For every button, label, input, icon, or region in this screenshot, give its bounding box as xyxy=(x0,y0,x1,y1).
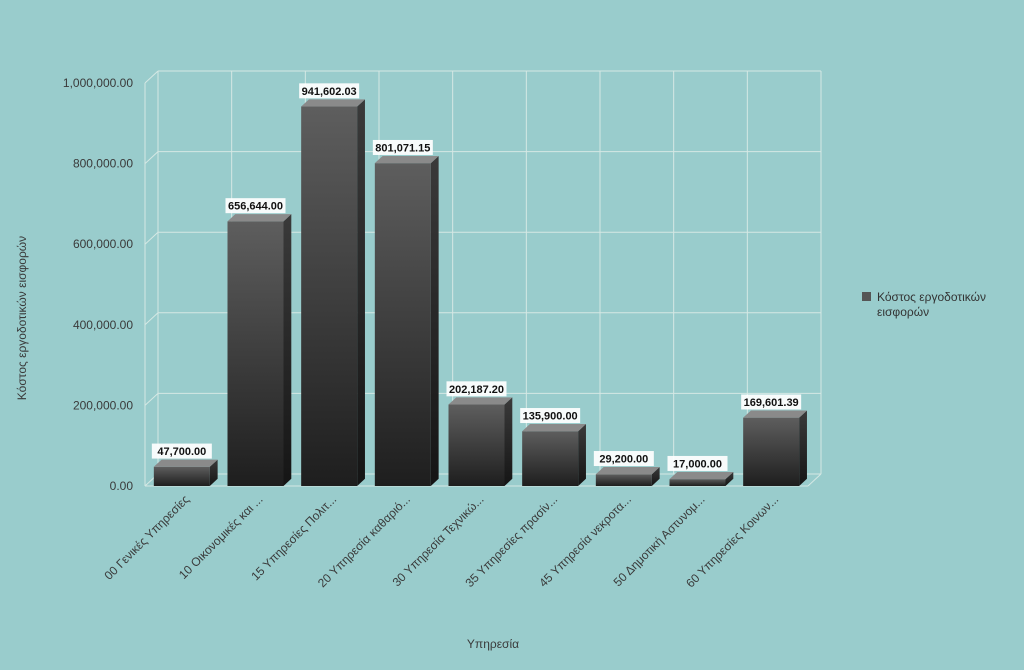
y-tick-label: 400,000.00 xyxy=(73,318,133,332)
data-label-box xyxy=(446,381,507,397)
y-tick-label: 0.00 xyxy=(110,479,134,493)
bars xyxy=(153,99,807,486)
bar-side xyxy=(725,471,734,486)
bar-front xyxy=(301,106,358,486)
data-label-box xyxy=(372,139,433,155)
bar-front xyxy=(743,417,800,486)
data-label-box xyxy=(225,198,286,214)
bar-side xyxy=(578,424,586,486)
data-label: 47,700.00 xyxy=(151,443,212,459)
bar-top xyxy=(669,471,734,480)
gridline-depth xyxy=(144,151,159,164)
gridline-depth xyxy=(144,231,159,245)
bar-top xyxy=(374,155,439,164)
data-label-box xyxy=(741,394,802,410)
bar-front xyxy=(374,163,431,486)
gridline-depth xyxy=(144,393,159,406)
data-label-box xyxy=(299,83,360,99)
data-label-text: 801,071.15 xyxy=(375,142,430,154)
data-label: 656,644.00 xyxy=(225,198,286,214)
bar xyxy=(522,424,586,486)
bar-side xyxy=(357,99,365,486)
data-label: 29,200.00 xyxy=(593,451,654,467)
data-labels: 47,700.00 656,644.00 941,602.03 801,071.15 2… xyxy=(151,83,802,471)
legend: Κόστος εργοδοτικών εισφορών xyxy=(862,290,986,319)
y-tick-label: 600,000.00 xyxy=(73,237,133,251)
bar-side xyxy=(651,467,660,486)
data-label-text: 29,200.00 xyxy=(599,454,648,466)
bar-front xyxy=(448,404,505,486)
data-label-text: 135,900.00 xyxy=(523,411,578,423)
bar-top xyxy=(743,410,807,418)
data-label: 17,000.00 xyxy=(667,455,728,471)
bar xyxy=(227,214,292,486)
legend-label-line-1: Κόστος εργοδοτικών xyxy=(877,290,986,304)
bar-side xyxy=(283,214,292,486)
data-label: 135,900.00 xyxy=(520,408,581,424)
bar-top xyxy=(522,424,586,432)
data-label-box xyxy=(151,443,212,459)
legend-label-line-2: εισφορών xyxy=(877,305,929,319)
bar-front xyxy=(227,221,284,486)
floor-edge xyxy=(807,473,822,487)
data-label-text: 202,187.20 xyxy=(449,384,504,396)
bar-side xyxy=(209,459,218,486)
data-label: 169,601.39 xyxy=(741,394,802,410)
data-label-text: 47,700.00 xyxy=(157,446,206,458)
gridline-depth xyxy=(144,312,159,326)
bar xyxy=(153,459,218,486)
data-label-text: 169,601.39 xyxy=(744,397,799,409)
y-axis-ticks: 0.00 200,000.00 400,000.00 600,000.00 800,00… xyxy=(63,76,133,493)
data-label-text: 17,000.00 xyxy=(673,458,722,470)
bar-side xyxy=(799,410,807,486)
bar-front xyxy=(522,431,579,486)
bar xyxy=(301,99,365,486)
bar xyxy=(669,471,734,486)
y-tick-label: 800,000.00 xyxy=(73,157,133,171)
y-tick-label: 200,000.00 xyxy=(73,398,133,412)
y-tick-label: 1,000,000.00 xyxy=(63,76,133,90)
data-label: 941,602.03 xyxy=(299,83,360,99)
bar xyxy=(448,397,513,486)
bar-top xyxy=(227,214,292,222)
bar xyxy=(374,155,439,486)
bar-side xyxy=(430,155,439,486)
data-label-box xyxy=(593,451,654,467)
data-label-box xyxy=(667,455,728,471)
data-label-text: 941,602.03 xyxy=(302,86,357,98)
x-axis-title: Υπηρεσία xyxy=(467,637,519,651)
bar xyxy=(595,467,660,486)
data-label-box xyxy=(520,408,581,424)
data-label: 801,071.15 xyxy=(372,139,433,155)
data-label-text: 656,644.00 xyxy=(228,201,283,213)
bar-top xyxy=(448,397,513,405)
bar xyxy=(743,410,807,486)
data-label: 202,187.20 xyxy=(446,381,507,397)
bar-side xyxy=(504,397,513,486)
bar-top xyxy=(301,99,365,107)
bar-top xyxy=(153,459,218,467)
bar-front xyxy=(669,479,726,486)
bar-front xyxy=(595,474,652,486)
bar-front xyxy=(153,466,210,486)
y-axis-title: Κόστος εργοδοτικών εισφορών xyxy=(15,236,29,400)
bar-top xyxy=(595,467,660,475)
legend-swatch xyxy=(862,292,871,301)
gridline-depth xyxy=(144,70,159,84)
